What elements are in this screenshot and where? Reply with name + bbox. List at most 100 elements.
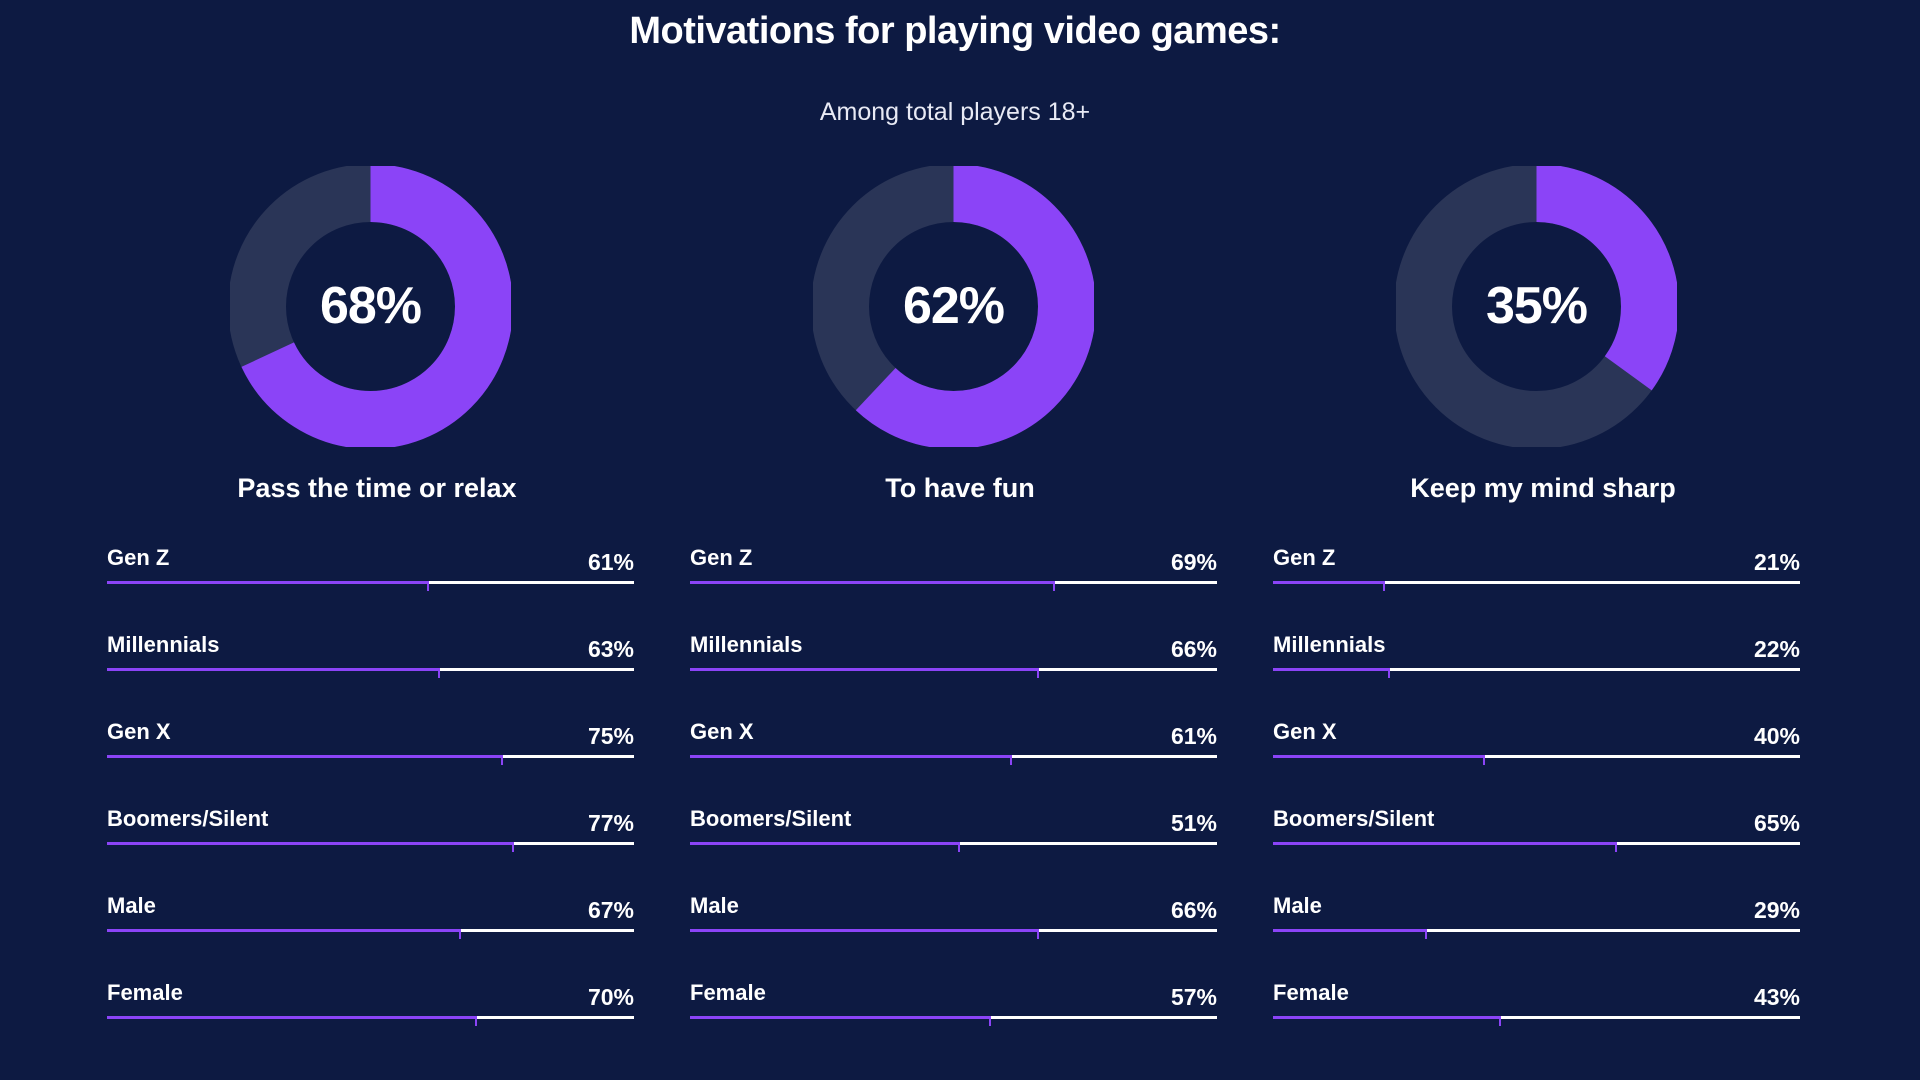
bar-fill [1273, 929, 1426, 932]
bar-marker [1614, 842, 1617, 852]
bar-marker [957, 842, 960, 852]
bar-track [1273, 668, 1800, 678]
value-label: 22% [1753, 636, 1800, 662]
breakdown-row-boomers-silent: Boomers/Silent 51% [690, 806, 1217, 893]
donut-slice-to-have-fun [813, 166, 1094, 447]
donut-value-label: 68% [319, 277, 422, 335]
breakdown-row-male: Male 67% [107, 893, 634, 980]
category-label: Millennials [690, 632, 803, 657]
breakdown-row-female: Female 70% [107, 980, 634, 1067]
breakdown-list: Gen Z 21% Millennials 22% Gen X 40% Boomers/Si… [1273, 545, 1800, 1067]
value-label: 63% [587, 636, 634, 662]
value-label: 77% [587, 810, 634, 836]
value-label: 70% [587, 984, 634, 1010]
bar-fill [107, 668, 439, 671]
bar-fill [1273, 842, 1616, 845]
category-label: Gen Z [1273, 545, 1336, 570]
bar-marker [459, 929, 462, 939]
bar-marker [1482, 755, 1485, 765]
value-label: 67% [587, 897, 634, 923]
breakdown-row-millennials: Millennials 63% [107, 632, 634, 719]
value-label: 75% [587, 723, 634, 749]
bar-marker [1010, 755, 1013, 765]
donut-chart: 35% [1396, 166, 1677, 447]
donut-slice-keep-my-mind-sharp [1396, 166, 1677, 447]
category-label: Male [1273, 893, 1322, 918]
bar-track [690, 1016, 1217, 1026]
donut-value-label: 62% [902, 277, 1005, 335]
breakdown-list: Gen Z 69% Millennials 66% Gen X 61% Boomers/Si… [690, 545, 1217, 1067]
value-label: 66% [1170, 897, 1217, 923]
bar-track [690, 755, 1217, 765]
bar-fill [1273, 755, 1484, 758]
bar-fill [690, 668, 1038, 671]
breakdown-row-gen-x: Gen X 61% [690, 719, 1217, 806]
value-label: 69% [1170, 549, 1217, 575]
breakdown-row-gen-z: Gen Z 69% [690, 545, 1217, 632]
bar-track [107, 581, 634, 591]
bar-fill [107, 842, 513, 845]
donut-svg [813, 166, 1094, 447]
panel-title: Pass the time or relax [237, 473, 517, 503]
bar-track [107, 755, 634, 765]
value-label: 21% [1753, 549, 1800, 575]
category-label: Gen X [690, 719, 754, 744]
motivation-panel-have-fun: 62% To have fun Gen Z 69% Millennials 66% Ge… [690, 160, 1217, 1040]
value-label: 29% [1753, 897, 1800, 923]
donut-chart: 62% [813, 166, 1094, 447]
bar-marker [1036, 929, 1039, 939]
bar-track [1273, 581, 1800, 591]
bar-marker [474, 1016, 477, 1026]
bar-fill [690, 755, 1012, 758]
bar-fill [1273, 581, 1384, 584]
value-label: 51% [1170, 810, 1217, 836]
category-label: Gen X [1273, 719, 1337, 744]
category-label: Male [107, 893, 156, 918]
bar-marker [1424, 929, 1427, 939]
value-label: 61% [1170, 723, 1217, 749]
category-label: Millennials [1273, 632, 1386, 657]
bar-marker [438, 668, 440, 678]
panel-title: Keep my mind sharp [1410, 473, 1676, 503]
donut-svg [1396, 166, 1677, 447]
breakdown-row-female: Female 57% [690, 980, 1217, 1067]
bar-fill [107, 581, 429, 584]
panel-title: To have fun [885, 473, 1035, 503]
breakdown-row-boomers-silent: Boomers/Silent 77% [107, 806, 634, 893]
bar-marker [989, 1016, 992, 1026]
bar-track [107, 1016, 634, 1026]
category-label: Female [1273, 980, 1349, 1005]
bar-fill [107, 929, 461, 932]
breakdown-row-boomers-silent: Boomers/Silent 65% [1273, 806, 1800, 893]
bar-marker [501, 755, 504, 765]
bar-track [690, 581, 1217, 591]
value-label: 65% [1753, 810, 1800, 836]
breakdown-row-male: Male 66% [690, 893, 1217, 980]
bar-fill [690, 842, 959, 845]
bar-track [107, 929, 634, 939]
breakdown-row-millennials: Millennials 66% [690, 632, 1217, 719]
bar-track [1273, 929, 1800, 939]
bar-marker [1387, 668, 1390, 678]
value-label: 61% [587, 549, 634, 575]
donut-value-label: 35% [1485, 277, 1588, 335]
bar-track [1273, 755, 1800, 765]
breakdown-row-millennials: Millennials 22% [1273, 632, 1800, 719]
bar-fill [1273, 668, 1389, 671]
bar-fill [107, 1016, 476, 1019]
value-label: 40% [1753, 723, 1800, 749]
value-label: 66% [1170, 636, 1217, 662]
motivation-panel-pass-time: 68% Pass the time or relax Gen Z 61% Mille… [107, 160, 634, 1040]
bar-track [690, 668, 1217, 678]
bar-fill [1273, 1016, 1500, 1019]
bar-track [1273, 1016, 1800, 1026]
bar-fill [107, 755, 503, 758]
donut-slice-pass-the-time-or-relax [230, 166, 511, 447]
breakdown-list: Gen Z 61% Millennials 63% Gen X 75% Boomers/Si… [107, 545, 634, 1067]
breakdown-row-female: Female 43% [1273, 980, 1800, 1067]
bar-fill [690, 929, 1038, 932]
category-label: Boomers/Silent [107, 806, 269, 831]
category-label: Gen Z [690, 545, 753, 570]
bar-track [107, 668, 634, 678]
value-label: 43% [1753, 984, 1800, 1010]
